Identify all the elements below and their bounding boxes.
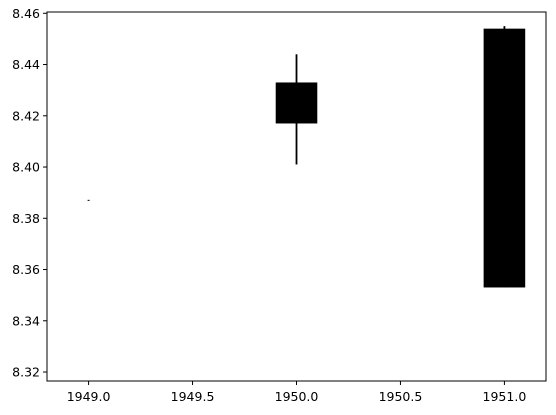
x-tick-label: 1949.5 [171,389,215,404]
candle-body [484,29,526,288]
x-tick-label: 1951.0 [483,389,527,404]
y-tick-label: 8.32 [12,365,40,380]
x-tick-label: 1950.5 [379,389,423,404]
x-tick-label: 1949.0 [67,389,111,404]
y-tick-label: 8.44 [12,57,40,72]
y-tick-label: 8.42 [12,108,40,123]
candle-body [276,82,318,123]
y-tick-label: 8.36 [12,262,40,277]
y-tick-label: 8.34 [12,313,40,328]
y-tick-label: 8.46 [12,6,40,21]
y-axis: 8.32 8.34 8.36 8.38 8.40 8.42 8.44 8.46 [12,6,47,380]
y-tick-label: 8.38 [12,211,40,226]
x-tick-label: 1950.0 [275,389,319,404]
candles [88,26,526,287]
x-axis: 1949.0 1949.5 1950.0 1950.5 1951.0 [67,381,527,404]
y-tick-label: 8.40 [12,160,40,175]
